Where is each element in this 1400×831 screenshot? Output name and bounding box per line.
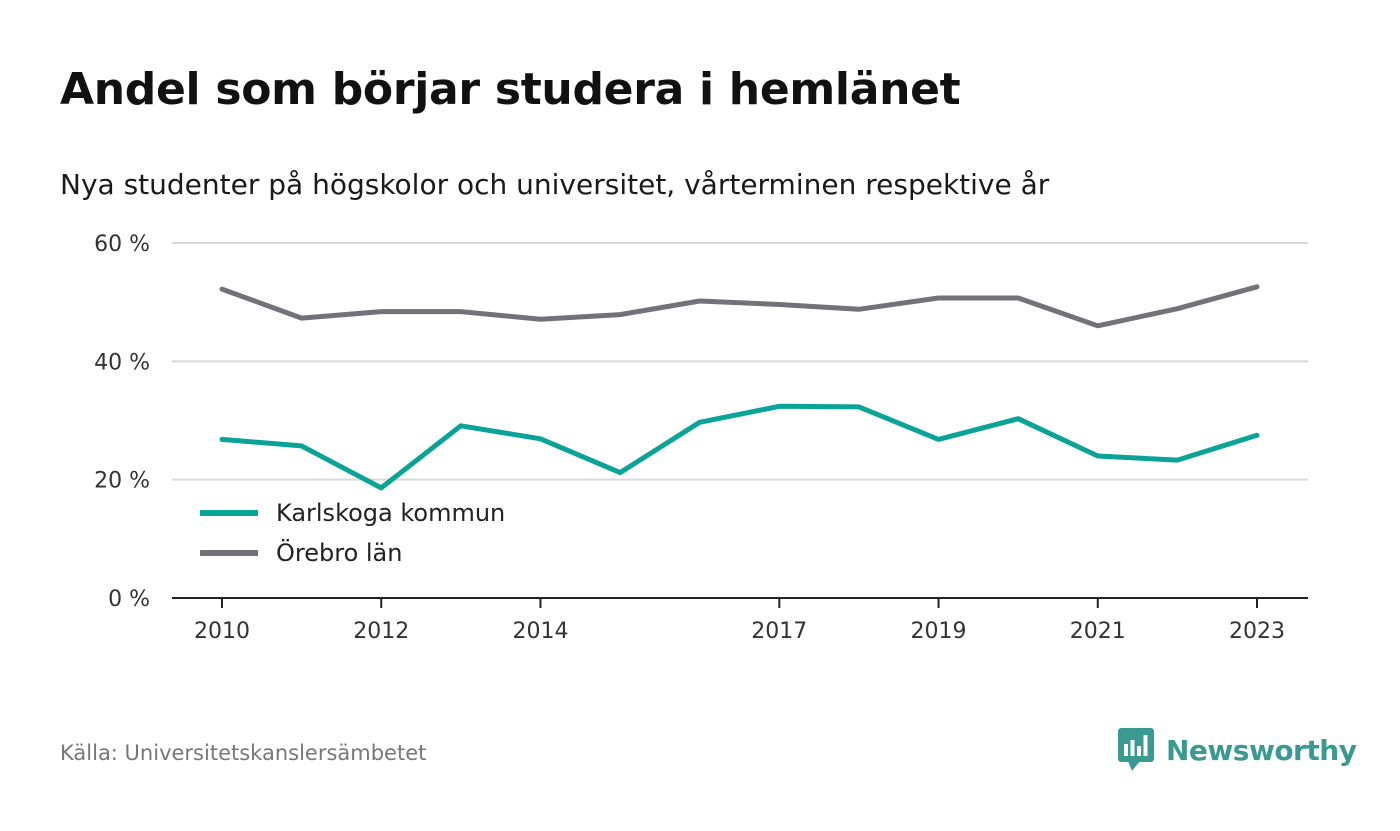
x-tick-label: 2017	[751, 619, 807, 644]
series-line-orebro	[219, 284, 1260, 329]
x-tick-label: 2010	[194, 619, 250, 644]
newsworthy-logo: Newsworthy	[1118, 728, 1357, 772]
legend: Karlskoga kommun Örebro län	[200, 499, 505, 567]
brand-name: Newsworthy	[1166, 733, 1357, 767]
grid-lines	[172, 242, 1308, 481]
y-tick-label: 60 %	[94, 232, 150, 257]
legend-label: Karlskoga kommun	[276, 499, 505, 527]
x-tick-label: 2019	[911, 619, 967, 644]
series-line-karlskoga	[219, 403, 1260, 491]
chart-subtitle: Nya studenter på högskolor och universit…	[60, 168, 1050, 201]
x-tick-label: 2023	[1229, 619, 1285, 644]
source-note: Källa: Universitetskanslersämbetet	[60, 741, 427, 765]
chart-title: Andel som börjar studera i hemlänet	[60, 64, 961, 115]
y-tick-label: 20 %	[94, 469, 150, 494]
legend-label: Örebro län	[276, 538, 402, 567]
x-tick-label: 2021	[1070, 619, 1126, 644]
x-axis: 2010 2012 2014 2017 2019 2021 2023	[172, 597, 1308, 644]
y-tick-label: 40 %	[94, 350, 150, 375]
y-axis-tick-labels: 0 % 20 % 40 % 60 %	[94, 232, 150, 612]
x-tick-label: 2012	[353, 619, 409, 644]
series-lines	[219, 284, 1260, 491]
bar-chart-speech-bubble-icon	[1118, 728, 1154, 771]
x-tick-label: 2014	[512, 619, 568, 644]
y-tick-label: 0 %	[108, 587, 150, 612]
